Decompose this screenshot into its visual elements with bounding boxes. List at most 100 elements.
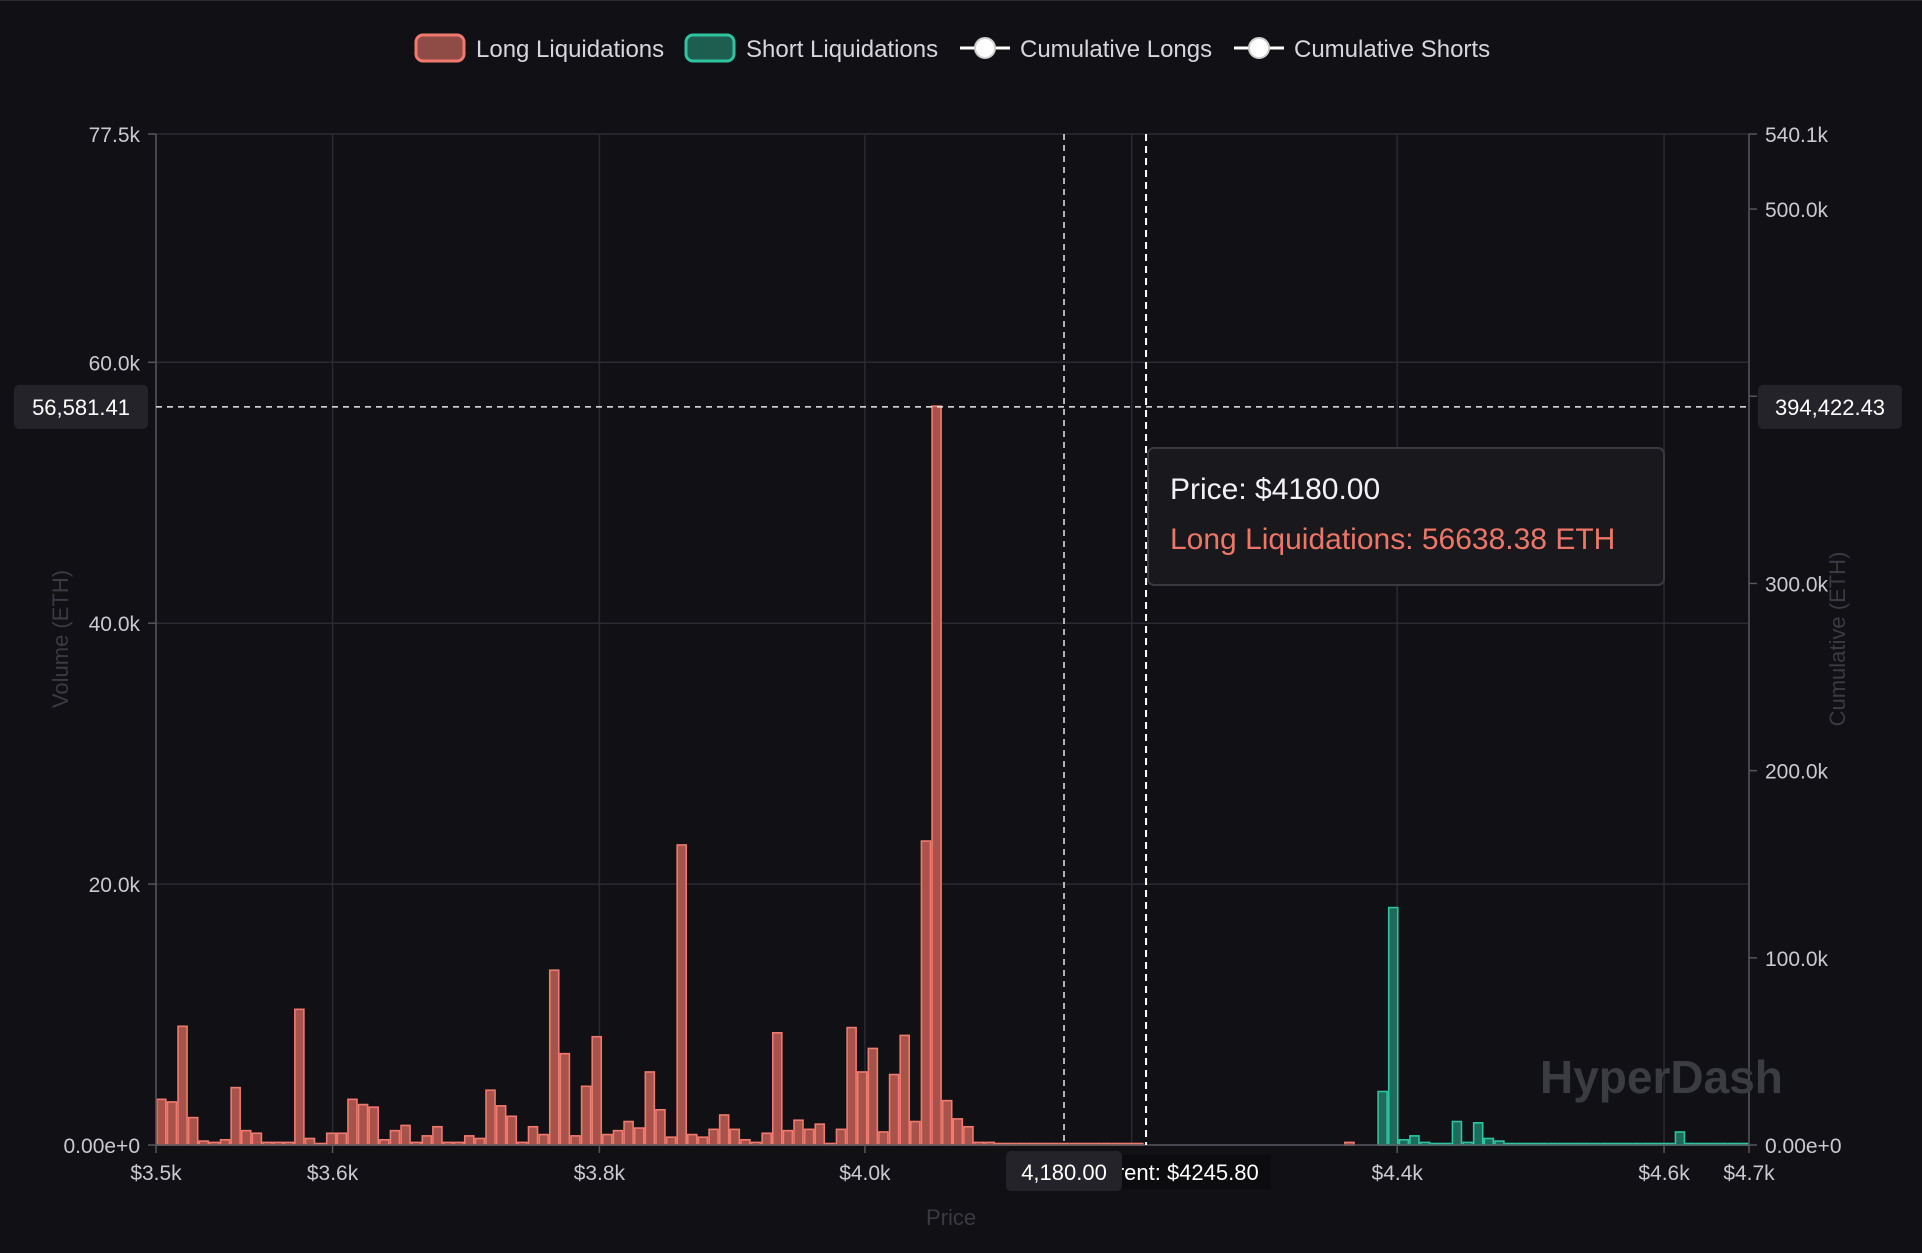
y2-tick-label: 100.0k <box>1765 948 1829 971</box>
long-liquidation-bar <box>591 1035 603 1146</box>
long-liquidation-bar <box>294 1008 305 1146</box>
long-liquidation-bar <box>474 1137 486 1146</box>
long-liquidation-bar <box>878 1131 889 1146</box>
y-tick-label: 60.0k <box>89 352 141 375</box>
y-axis-title: Volume (ETH) <box>48 570 73 708</box>
legend: Long Liquidations Short Liquidations Cum… <box>414 33 1490 63</box>
grid <box>155 133 1750 1146</box>
long-liquidation-bar <box>485 1089 496 1146</box>
long-liquidation-bar <box>177 1025 188 1146</box>
crosshair-y-label-right: 394,422.43 <box>1775 395 1885 420</box>
long-liquidation-bar <box>570 1135 581 1146</box>
long-liquidation-bar <box>920 840 932 1146</box>
long-liquidation-bar <box>846 1026 857 1146</box>
long-liquidation-bar <box>251 1132 263 1146</box>
crosshair-y-label-left: 56,581.41 <box>32 395 130 420</box>
legend-item-long[interactable]: Long Liquidations <box>414 33 664 63</box>
y2-tick-label: 540.1k <box>1765 124 1829 147</box>
crosshair-y-badge-right <box>1758 384 1902 429</box>
long-liquidation-bar <box>538 1133 549 1146</box>
long-liquidation-bar <box>793 1119 804 1146</box>
long-liquidation-bar <box>761 1132 772 1146</box>
long-liquidation-bar <box>400 1124 411 1146</box>
long-liquidation-bar <box>941 1099 953 1146</box>
x-tick-label: $3.6k <box>307 1162 359 1185</box>
long-liquidation-bar <box>230 1086 241 1146</box>
long-liquidation-bar <box>156 1098 167 1146</box>
long-liquidation-bars <box>156 405 1355 1146</box>
long-liquidation-bar <box>644 1071 656 1146</box>
tooltip: Price: $4180.00 Long Liquidations: 56638… <box>1147 447 1665 586</box>
x-tick-label: $3.5k <box>130 1162 182 1185</box>
long-liquidation-bar <box>729 1128 741 1146</box>
long-liquidation-bar <box>389 1129 401 1146</box>
y2-axis-title: Cumulative (ETH) <box>1825 552 1850 727</box>
long-liquidation-bar <box>771 1032 783 1146</box>
long-liquidation-bar <box>602 1133 613 1146</box>
long-liquidation-bar <box>325 1132 337 1146</box>
long-liquidation-bar <box>740 1138 751 1146</box>
long-liquidation-bar <box>432 1125 443 1146</box>
long-liquidation-bar <box>708 1128 719 1146</box>
long-liquidation-bar <box>952 1118 964 1146</box>
long-liquidation-bar <box>336 1132 348 1146</box>
crosshair-x-badge <box>1006 1151 1123 1191</box>
cumulative-shorts-marker-icon <box>1248 37 1270 59</box>
long-liquidation-bar <box>559 1052 571 1146</box>
short-liquidation-bar <box>1398 1138 1410 1146</box>
short-liquidation-bar <box>1674 1131 1686 1146</box>
tooltip-price: Price: $4180.00 <box>1170 473 1380 506</box>
legend-label-cumulative-longs: Cumulative Longs <box>1020 36 1212 63</box>
long-liquidation-bar <box>527 1125 539 1146</box>
long-liquidation-bar <box>357 1103 369 1146</box>
short-liquidation-bar <box>1483 1137 1495 1146</box>
long-liquidation-bar <box>718 1114 730 1146</box>
long-liquidation-bar <box>633 1127 645 1146</box>
legend-label-cumulative-shorts: Cumulative Shorts <box>1294 36 1490 63</box>
long-swatch-icon <box>414 33 466 63</box>
x-tick-label: $4.0k <box>839 1162 891 1185</box>
y-tick-label: 40.0k <box>89 613 141 636</box>
long-liquidation-bar <box>655 1108 666 1146</box>
long-liquidation-bar <box>856 1071 868 1146</box>
short-liquidation-bar <box>1451 1120 1463 1146</box>
x-tick-label: $4.6k <box>1638 1162 1690 1185</box>
long-liquidation-bar <box>835 1128 847 1146</box>
short-liquidation-bars <box>1377 906 1750 1146</box>
long-liquidation-bar <box>803 1128 815 1146</box>
long-liquidation-bar <box>676 844 687 1146</box>
legend-label-short: Short Liquidations <box>746 36 938 63</box>
long-liquidation-bar <box>463 1135 475 1146</box>
long-liquidation-bar <box>347 1098 358 1146</box>
long-liquidation-bar <box>814 1123 826 1146</box>
y2-tick-label: 500.0k <box>1765 199 1829 222</box>
long-liquidation-bar <box>166 1101 178 1146</box>
legend-item-short[interactable]: Short Liquidations <box>684 33 938 63</box>
long-liquidation-bar <box>506 1115 518 1146</box>
short-liquidation-bar <box>1409 1135 1420 1146</box>
legend-label-long: Long Liquidations <box>476 36 664 63</box>
long-liquidation-bar <box>931 405 942 1146</box>
y2-tick-label: 300.0k <box>1765 573 1829 596</box>
long-liquidation-bar <box>548 969 560 1146</box>
short-liquidation-bar <box>1472 1122 1484 1146</box>
long-liquidation-bar <box>899 1034 911 1146</box>
long-liquidation-bar <box>612 1129 624 1146</box>
long-liquidation-bar <box>888 1073 900 1146</box>
long-liquidation-bar <box>187 1116 199 1146</box>
long-liquidation-bar <box>623 1120 634 1146</box>
legend-item-cumulative-shorts[interactable]: Cumulative Shorts <box>1234 36 1490 63</box>
cumulative-longs-marker-icon <box>974 37 996 59</box>
x-tick-label: $3.8k <box>574 1162 626 1185</box>
legend-item-cumulative-longs[interactable]: Cumulative Longs <box>960 36 1212 63</box>
y-tick-label: 77.5k <box>89 124 141 147</box>
axes: 0.00e+0 20.0k 40.0k 60.0k 77.5k $3.5k $3.6k $3.… <box>64 124 1842 1185</box>
watermark-logo: HyperDash <box>1540 1051 1783 1103</box>
long-liquidation-bar <box>368 1106 380 1146</box>
x-axis-title: Price <box>926 1205 976 1230</box>
long-liquidation-bar <box>782 1129 794 1146</box>
long-liquidation-bar <box>665 1136 677 1146</box>
